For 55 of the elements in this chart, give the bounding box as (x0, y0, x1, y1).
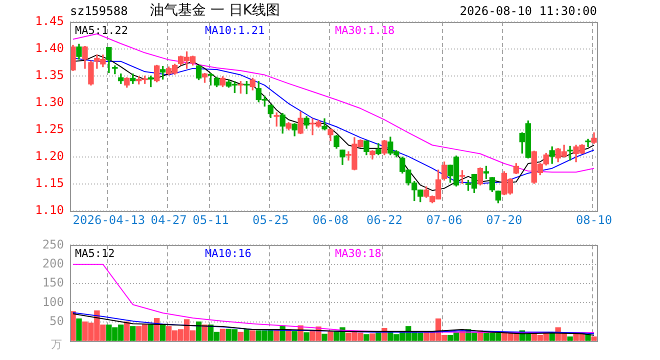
y-tick-label: 1.25 (35, 122, 64, 136)
y-tick-label: 50 (50, 314, 64, 328)
bar (322, 334, 328, 341)
y-tick-label: 1.45 (35, 14, 64, 28)
y-tick-label: 1.15 (35, 176, 64, 190)
x-tick-label: 06-08 (312, 213, 349, 228)
text: MA10:1.21 (205, 24, 265, 37)
bar (196, 322, 202, 341)
bar (304, 332, 310, 341)
bar (250, 330, 256, 341)
bar (364, 334, 370, 341)
candlestick (585, 138, 591, 148)
bar (238, 332, 244, 341)
x-tick-label: 06-22 (366, 213, 402, 228)
bar (76, 318, 82, 341)
y-tick-label: 1.35 (35, 68, 64, 82)
bar (202, 324, 208, 341)
bar (154, 318, 160, 341)
x-tick-label: 07-06 (426, 213, 462, 228)
y-tick-label: 250 (42, 237, 64, 252)
text: MA5:1.22 (75, 24, 128, 37)
bar (244, 329, 250, 341)
bar (370, 333, 376, 341)
x-tick-label: 2026-04-13 (72, 213, 146, 228)
bar (591, 336, 597, 341)
chart-title: 油气基金 一 日K线图 (150, 2, 280, 19)
text: MA5:12 (75, 247, 115, 260)
bar (328, 331, 334, 341)
bar (567, 336, 573, 341)
y-tick-label: 100 (42, 294, 64, 309)
text: MA30:1.18 (335, 24, 395, 37)
y-tick-label: 1.30 (35, 95, 64, 110)
bar (124, 322, 130, 341)
bar (148, 324, 154, 341)
bar (220, 328, 226, 341)
y-tick-label: 1.20 (35, 149, 64, 164)
text: MA10:16 (205, 247, 252, 260)
y-tick-label: 1.10 (35, 203, 64, 218)
x-tick-label: 08-10 (576, 213, 612, 228)
y-axis-title: 万 (51, 338, 62, 351)
chart-subtitle: sz159588 (70, 4, 128, 18)
x-tick-label: 04-27 (150, 213, 187, 228)
candlestick (567, 146, 573, 161)
y-tick-label: 150 (42, 276, 64, 290)
text: 2026-08-10 11:30:00 (460, 4, 597, 18)
bar (130, 326, 136, 341)
text: MA30:18 (335, 247, 382, 260)
x-tick-label: 05-11 (192, 213, 229, 228)
x-tick-label: 07-20 (486, 213, 522, 228)
y-tick-label: 200 (42, 256, 64, 270)
bar (292, 331, 298, 341)
bar (160, 324, 166, 341)
y-tick-label: 1.40 (35, 41, 64, 56)
x-tick-label: 05-25 (252, 213, 289, 228)
bar (376, 332, 382, 341)
